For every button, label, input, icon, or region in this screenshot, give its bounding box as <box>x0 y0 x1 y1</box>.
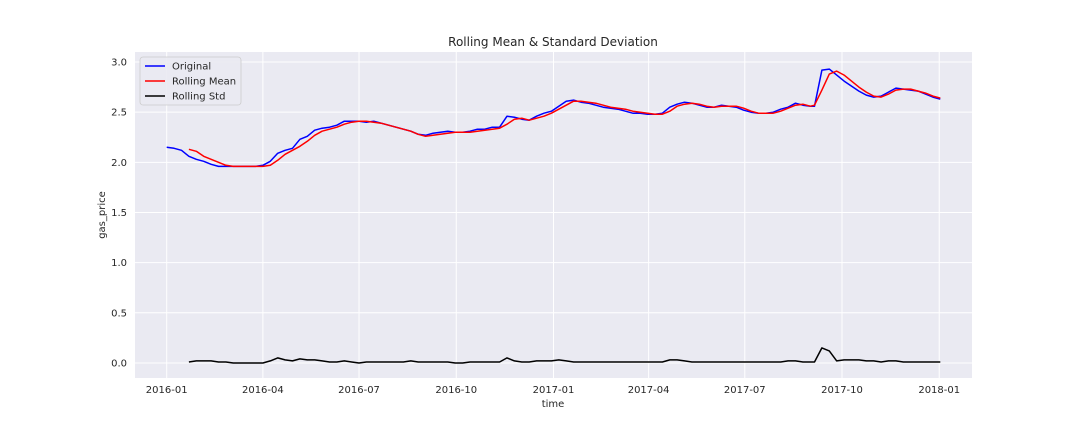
x-axis-ticks: 2016-01 2016-04 2016-07 2016-10 2017-01 2017-… <box>146 385 960 396</box>
x-axis-label: time <box>542 399 565 410</box>
x-tick-label: 2017-07 <box>724 385 766 396</box>
y-tick-label: 2.0 <box>111 158 127 169</box>
legend-label: Rolling Mean <box>172 77 236 88</box>
x-tick-label: 2018-01 <box>918 385 960 396</box>
x-tick-label: 2017-04 <box>628 385 670 396</box>
chart-title: Rolling Mean & Standard Deviation <box>448 35 658 49</box>
x-tick-label: 2016-04 <box>242 385 284 396</box>
x-tick-label: 2016-07 <box>338 385 380 396</box>
y-tick-label: 3.0 <box>111 58 127 69</box>
legend-frame <box>139 56 242 106</box>
series-line-rolling-mean <box>188 70 941 168</box>
x-tick-label: 2016-10 <box>435 385 477 396</box>
x-tick-label: 2017-01 <box>533 385 575 396</box>
y-tick-label: 2.5 <box>111 108 127 119</box>
legend: Original Rolling Mean Rolling Std <box>139 56 242 106</box>
y-tick-label: 1.0 <box>111 258 127 269</box>
y-tick-label: 0.5 <box>111 308 127 319</box>
y-tick-label: 0.0 <box>111 358 127 369</box>
legend-label: Original <box>172 62 211 73</box>
x-tick-label: 2017-10 <box>821 385 863 396</box>
series-line-rolling-std <box>188 347 941 364</box>
series-lines <box>166 68 941 364</box>
y-axis-ticks: 0.0 0.5 1.0 1.5 2.0 2.5 3.0 <box>111 58 127 370</box>
legend-label: Rolling Std <box>172 92 225 103</box>
grid-lines <box>135 52 972 378</box>
y-axis-label: gas_price <box>97 191 108 239</box>
x-tick-label: 2016-01 <box>146 385 188 396</box>
y-tick-label: 1.5 <box>111 208 127 219</box>
